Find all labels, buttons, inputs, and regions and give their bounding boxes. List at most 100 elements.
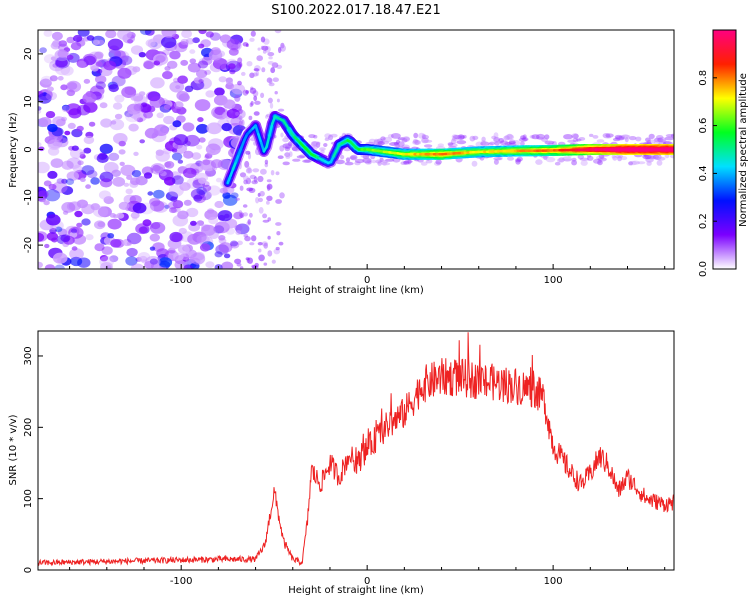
spectrogram-noise-blob <box>77 61 86 68</box>
spectrogram-noise-blob <box>330 134 337 138</box>
spectrogram-noise-blob <box>198 61 208 69</box>
spectrogram-noise-blob <box>350 155 357 161</box>
spectrogram-noise-blob <box>198 28 206 34</box>
spectrogram-noise-blob <box>345 162 354 166</box>
spectrogram-noise-blob <box>292 159 300 162</box>
spectrogram-noise-blob <box>190 253 205 265</box>
spectrogram-noise-blob <box>109 84 119 92</box>
spectrogram-noise-blob <box>63 211 68 215</box>
spectrogram-noise-blob <box>255 197 259 203</box>
y-tick-label: 100 <box>23 489 34 508</box>
spectrogram-noise-blob <box>110 239 121 248</box>
spectrogram-noise-blob <box>108 153 119 161</box>
spectrogram-noise-blob <box>278 155 284 159</box>
spectrogram-noise-blob <box>258 249 262 253</box>
spectrogram-noise-blob <box>43 200 49 205</box>
spectrogram-noise-blob <box>173 253 184 261</box>
spectrogram-noise-blob <box>605 133 613 137</box>
spectrogram-noise-blob <box>269 83 275 87</box>
spectrogram-noise-blob <box>74 211 82 217</box>
spectrogram-noise-blob <box>49 184 57 190</box>
spectrogram-noise-blob <box>198 44 204 49</box>
spectrogram-noise-blob <box>261 67 265 72</box>
spectrogram-noise-blob <box>414 140 419 145</box>
spectrogram-noise-blob <box>267 185 270 191</box>
spectrogram-noise-blob <box>46 214 61 225</box>
spectrogram-noise-blob <box>268 98 273 104</box>
spectrogram-noise-blob <box>268 56 272 59</box>
spectrogram-noise-blob <box>107 233 114 238</box>
spectrogram-noise-blob <box>81 218 90 225</box>
y-tick-label: -20 <box>23 237 34 253</box>
spectrogram-noise-blob <box>580 158 590 161</box>
spectrogram-noise-blob <box>235 112 239 116</box>
spectrogram-noise-blob <box>62 106 70 113</box>
colorbar-tick-label: 0.0 <box>698 261 709 277</box>
spectrogram-noise-blob <box>254 111 260 116</box>
spectrogram-noise-blob <box>456 140 466 144</box>
spectrogram-noise-blob <box>156 151 170 162</box>
spectrogram-noise-blob <box>267 52 274 56</box>
spectrogram-noise-blob <box>262 214 267 219</box>
spectrogram-noise-blob <box>198 178 206 184</box>
spectrogram-noise-blob <box>126 248 137 257</box>
spectrogram-noise-blob <box>83 148 91 154</box>
spectrogram-noise-blob <box>508 141 515 144</box>
spectrogram-noise-blob <box>44 30 53 37</box>
spectrogram-noise-blob <box>119 202 130 210</box>
colorbar: 0.00.20.40.60.8 Normalized spectral ampl… <box>698 30 749 277</box>
spectrogram-noise-blob <box>251 235 256 241</box>
spectrogram-noise-blob <box>391 133 401 139</box>
spectrogram-noise-blob <box>77 126 84 132</box>
spectrogram-noise-blob <box>114 95 124 103</box>
spectrogram-noise-blob <box>173 215 189 227</box>
spectrogram-noise-blob <box>593 135 599 139</box>
spectrogram-noise-blob <box>73 165 83 172</box>
spectrogram-noise-blob <box>280 133 283 138</box>
spectrogram-noise-blob <box>169 232 182 242</box>
spectrogram-noise-blob <box>258 242 263 245</box>
spectrogram-noise-blob <box>202 159 210 165</box>
spectrogram-noise-blob <box>181 30 192 39</box>
spectrogram-noise-blob <box>84 136 95 144</box>
spectrogram-noise-blob <box>207 122 222 134</box>
figure-title: S100.2022.017.18.47.E21 <box>271 3 440 18</box>
spectrogram-noise-blob <box>218 235 225 241</box>
spectrogram-noise-blob <box>267 179 272 182</box>
spectrogram-noise-blob <box>196 145 202 150</box>
spectrogram-noise-blob <box>323 143 327 147</box>
spectrogram-noise-blob <box>199 137 206 142</box>
spectrogram-noise-blob <box>623 135 631 138</box>
snr-ylabel: SNR (10 * v/v) <box>8 414 19 485</box>
spectrogram-noise-blob <box>68 123 76 129</box>
spectrogram-noise-blob <box>64 131 70 136</box>
spectrogram-noise-blob <box>270 67 275 73</box>
spectrogram-noise-blob <box>400 137 410 141</box>
x-tick-label: 100 <box>544 275 563 286</box>
spectrogram-noise-blob <box>58 76 64 81</box>
spectrogram-noise-blob <box>100 178 112 187</box>
spectrogram-noise-blob <box>35 262 43 268</box>
spectrogram-noise-blob <box>209 231 219 239</box>
colorbar-tick-label: 0.2 <box>698 213 709 229</box>
spectrogram-noise-blob <box>184 200 192 206</box>
spectrogram-noise-blob <box>71 42 82 50</box>
spectrogram-noise-blob <box>77 105 91 116</box>
spectrogram-noise-blob <box>162 71 173 79</box>
spectrogram-noise-blob <box>60 234 70 242</box>
spectrogram-noise-blob <box>241 72 246 76</box>
spectrogram-noise-blob <box>276 231 280 235</box>
spectrogram-noise-blob <box>244 236 251 241</box>
spectrogram-noise-blob <box>403 161 409 164</box>
spectrogram-noise-blob <box>489 142 495 145</box>
spectrogram-noise-blob <box>251 101 254 106</box>
spectrogram-noise-blob <box>126 189 133 195</box>
spectrogram-noise-blob <box>131 95 138 100</box>
spectrogram-noise-blob <box>150 222 165 234</box>
spectrogram-noise-blob <box>597 139 605 143</box>
spectrogram-noise-blob <box>505 134 514 140</box>
spectrogram-noise-blob <box>571 158 576 162</box>
spectrogram-noise-blob <box>150 77 165 88</box>
spectrogram-noise-blob <box>51 238 58 243</box>
